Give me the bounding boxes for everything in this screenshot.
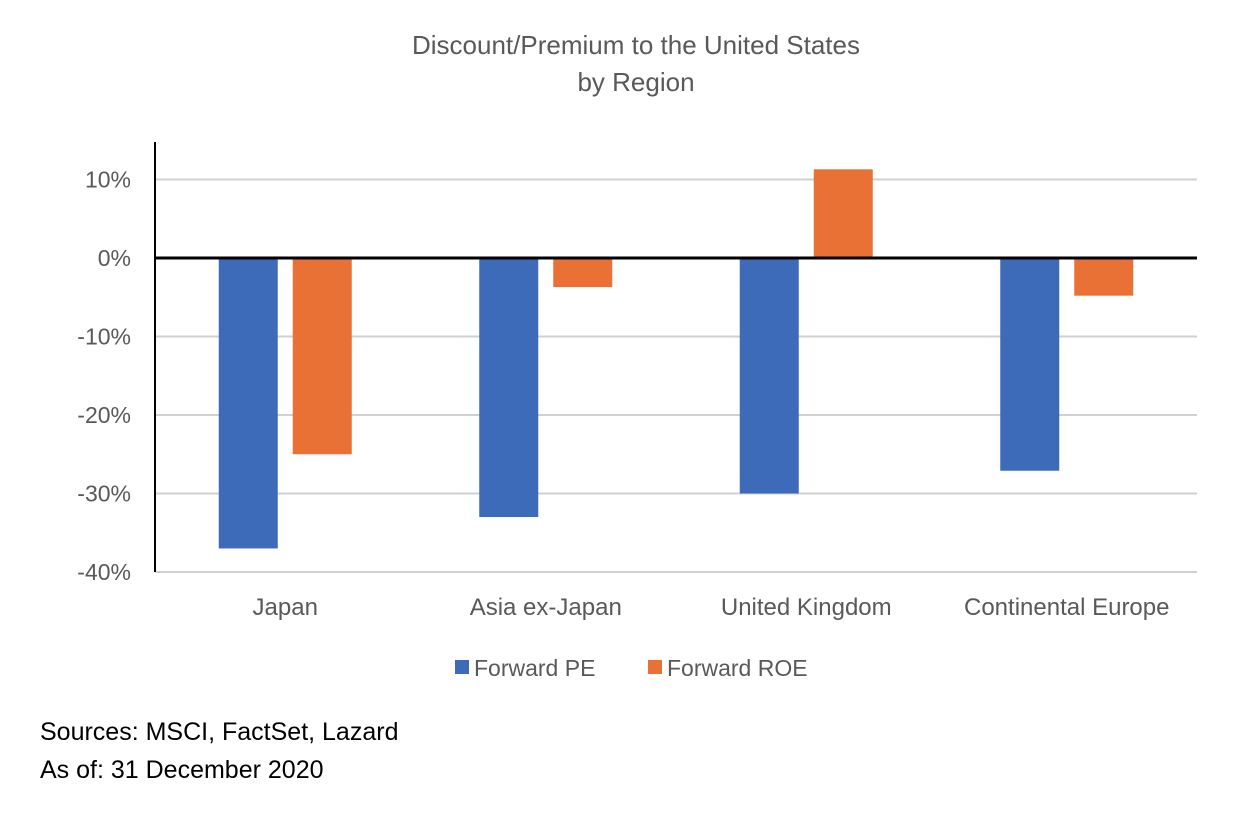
bar-forward-pe (218, 258, 278, 549)
sources-note: Sources: MSCI, FactSet, Lazard (40, 718, 399, 746)
legend-swatch (648, 660, 662, 674)
bar-forward-roe (553, 258, 613, 288)
bar-forward-roe (1074, 258, 1134, 296)
x-category-label: Continental Europe (964, 594, 1169, 621)
chart-title-line1: Discount/Premium to the United States (412, 30, 860, 60)
y-tick-label: 10% (85, 167, 131, 193)
chart-title-line2: by Region (577, 67, 694, 97)
x-category-label: Asia ex-Japan (470, 594, 622, 621)
y-tick-label: 0% (98, 245, 131, 271)
y-tick-label: -40% (77, 559, 131, 585)
x-category-label: Japan (253, 594, 318, 621)
bar-forward-roe (292, 258, 352, 455)
bar-forward-pe (479, 258, 539, 518)
bar-forward-pe (1000, 258, 1060, 471)
as-of-date: As of: 31 December 2020 (40, 756, 324, 784)
bar-forward-pe (739, 258, 799, 494)
legend-label: Forward ROE (667, 655, 808, 681)
y-tick-label: -20% (77, 402, 131, 428)
x-category-label: United Kingdom (721, 594, 892, 621)
bar-forward-roe (813, 169, 873, 258)
y-tick-label: -10% (77, 324, 131, 350)
legend-label: Forward PE (474, 655, 595, 681)
y-tick-label: -30% (77, 481, 131, 507)
legend-swatch (455, 660, 469, 674)
